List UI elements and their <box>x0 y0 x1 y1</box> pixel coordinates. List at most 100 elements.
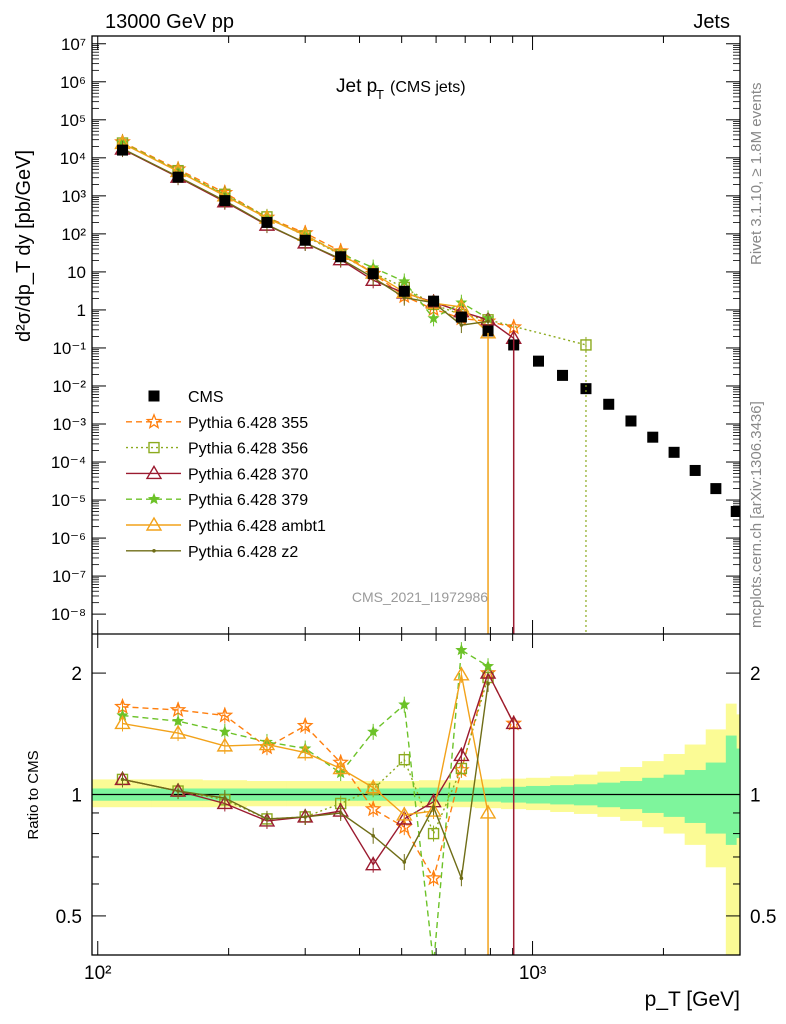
legend: CMS Pythia 6.428 355 Pythia 6.428 356 Pythi… <box>126 389 326 561</box>
legend-z2-marker <box>152 549 156 553</box>
ratio-z2-point <box>176 789 180 793</box>
ratio-z2-point <box>303 815 308 819</box>
ratio-p379-point <box>482 659 495 672</box>
x-tick-label: 10² <box>84 963 111 984</box>
ratio-ambt1-point <box>258 736 276 751</box>
y-tick-label: 10³ <box>61 187 86 206</box>
y-tick-label: 1 <box>77 301 86 320</box>
y-tick-label: 10⁻⁷ <box>52 567 86 586</box>
legend-p355-label: Pythia 6.428 355 <box>188 415 308 432</box>
y-tick-label: 10⁶ <box>60 73 86 92</box>
legend-data-label: CMS <box>188 389 224 406</box>
ratio-p355-point <box>216 706 234 723</box>
ratio-y-tick-label-right: 0.5 <box>750 907 776 928</box>
y-tick-label: 10⁻¹ <box>52 339 86 358</box>
main-p379-point <box>398 275 411 287</box>
process-label: Jets <box>693 11 730 33</box>
inner-band-bin <box>725 735 737 845</box>
ratio-z2-point <box>431 805 436 810</box>
main-cms-point <box>219 195 231 207</box>
ratio-y-tick-label-right: 2 <box>750 664 761 685</box>
y-tick-label: 10⁻⁴ <box>51 453 86 472</box>
ratio-p356-point <box>398 753 410 766</box>
legend-z2-label: Pythia 6.428 z2 <box>188 544 298 561</box>
main-cms-point <box>730 505 740 517</box>
main-cms-point <box>603 398 615 410</box>
y-tick-label: 10⁻³ <box>52 415 86 434</box>
ratio-ambt1-point <box>296 744 314 759</box>
legend-p355-marker <box>145 413 163 429</box>
inner-band-bin <box>684 770 707 823</box>
main-panel-series <box>114 133 740 634</box>
main-cms-point <box>455 311 467 323</box>
ratio-z2-point <box>120 777 125 782</box>
ratio-ambt1-point <box>169 724 187 739</box>
rivet-version-label: Rivet 3.1.10, ≥ 1.8M events <box>748 83 765 266</box>
y-tick-label: 10² <box>61 225 86 244</box>
ratio-p355-point <box>169 701 187 718</box>
main-cms-point <box>532 355 544 367</box>
ratio-z2-point <box>338 811 343 815</box>
ratio-p379-point <box>455 643 468 656</box>
y-tick-label: 10⁴ <box>60 149 86 168</box>
legend-ambt1-label: Pythia 6.428 ambt1 <box>188 518 326 535</box>
main-cms-point <box>647 431 659 443</box>
ratio-p370-point <box>453 747 470 762</box>
ratio-ambt1-point <box>364 779 382 794</box>
legend-p370-label: Pythia 6.428 370 <box>188 466 308 483</box>
analysis-watermark: CMS_2021_I1972986 <box>352 589 488 605</box>
legend-cms-marker <box>148 390 160 402</box>
main-cms-point <box>710 483 722 495</box>
y-tick-label: 10⁻⁸ <box>51 605 86 624</box>
ratio-p355-point <box>425 869 442 886</box>
main-z2-point <box>402 295 407 300</box>
inner-band-bin <box>736 748 740 839</box>
y-tick-label: 10⁻⁵ <box>51 491 86 510</box>
ratio-ambt1-point <box>425 802 442 817</box>
main-cms-point <box>398 285 410 297</box>
ratio-p370-point <box>396 810 413 825</box>
ratio-z2-point <box>223 796 227 800</box>
main-p355-line <box>122 141 514 328</box>
main-cms-point <box>172 171 184 183</box>
x-axis-title: p_T [GeV] <box>645 988 740 1011</box>
main-cms-point <box>668 446 680 458</box>
ratio-z2-point <box>486 682 490 686</box>
plot-frame <box>91 35 741 956</box>
main-cms-point <box>261 216 273 228</box>
main-cms-point <box>299 234 311 246</box>
legend-p356-marker <box>148 441 160 454</box>
ratio-panel-series <box>114 642 523 968</box>
legend-p356-label: Pythia 6.428 356 <box>188 441 308 458</box>
ratio-p379-point <box>398 698 411 710</box>
legend-ambt1-marker <box>145 516 163 531</box>
ratio-p379-point <box>429 959 439 968</box>
main-z2-point <box>486 319 490 324</box>
ratio-p379-point <box>171 714 185 727</box>
ratio-z2-point <box>402 860 407 864</box>
ratio-ambt1-point <box>114 715 131 730</box>
data-uncertainty-bands <box>92 703 740 955</box>
ratio-ambt1-point <box>453 666 470 681</box>
ratio-y-tick-label: 0.5 <box>56 907 82 928</box>
energy-label: 13000 GeV pp <box>105 11 234 33</box>
mcplots-reference-label: mcplots.cern.ch [arXiv:1306.3436] <box>748 401 765 628</box>
main-p356-line <box>122 142 587 346</box>
ratio-ambt1-point <box>332 760 349 775</box>
ratio-p356-point <box>455 762 468 775</box>
ratio-y-tick-label: 2 <box>71 664 82 685</box>
ratio-p370-point <box>364 856 382 871</box>
ratio-p379-point <box>218 725 231 738</box>
axis-labels: 10⁻⁸10⁻⁷10⁻⁶10⁻⁵10⁻⁴10⁻³10⁻²10⁻¹11010²10… <box>13 35 776 1011</box>
ratio-z2-point <box>371 833 375 838</box>
ratio-p370-line <box>122 671 515 866</box>
y-tick-label: 10⁵ <box>60 111 86 130</box>
ratio-y-tick-label-right: 1 <box>750 786 761 807</box>
y-tick-label: 10⁷ <box>61 35 86 54</box>
ratio-p355-point <box>296 717 314 733</box>
ratio-p355-point <box>364 800 382 817</box>
main-cms-point <box>367 268 379 280</box>
ratio-p370-point <box>216 795 234 810</box>
main-z2-point <box>459 323 464 327</box>
